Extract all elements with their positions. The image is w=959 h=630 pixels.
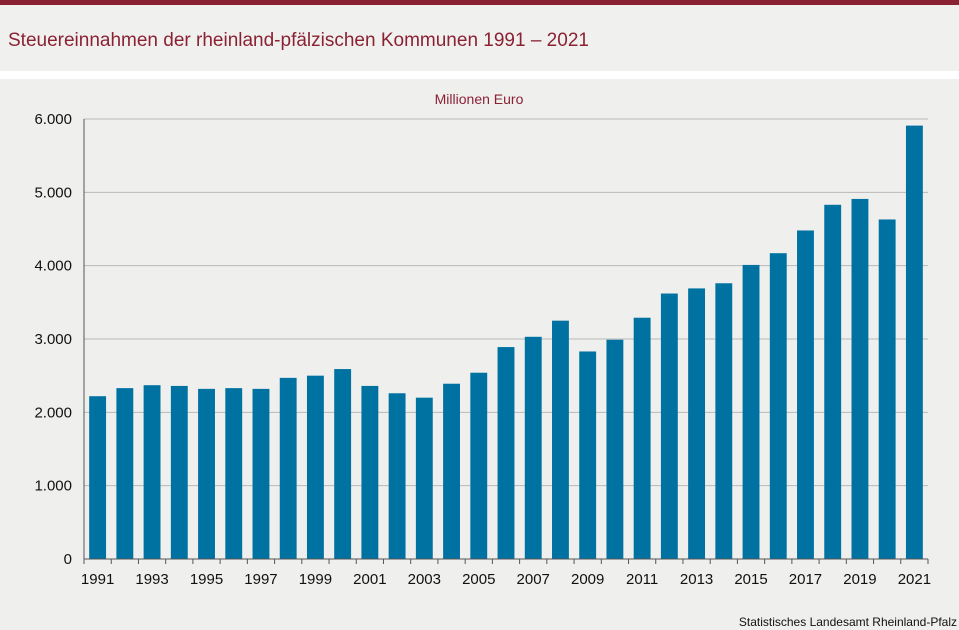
- bar-2007: [524, 336, 542, 559]
- bar-2019: [851, 198, 869, 559]
- x-tick-labels: 1991 1993 1995 1997 1999 2001 2003 2005 2007 2009…: [81, 571, 931, 588]
- bar-2003: [415, 397, 433, 559]
- x-tick-label: 2005: [462, 571, 495, 588]
- x-tick-label: 2019: [843, 571, 876, 588]
- bar-2017: [797, 230, 814, 559]
- bar-2011: [633, 317, 651, 559]
- y-tick-label: 4.000: [34, 258, 72, 275]
- y-tick-label: 2.000: [34, 404, 72, 421]
- bar-2004: [443, 383, 460, 559]
- bar-2020: [878, 219, 896, 559]
- axes: [83, 119, 929, 564]
- bar-1996: [225, 388, 243, 559]
- x-tick-label: 1997: [244, 571, 277, 588]
- bar-1991: [89, 396, 107, 559]
- x-tick-label: 2017: [789, 571, 822, 588]
- x-tick-label: 2013: [680, 571, 713, 588]
- bar-2012: [660, 293, 678, 559]
- y-tick-label: 5.000: [34, 184, 72, 201]
- bar-2016: [769, 253, 787, 559]
- bar-2006: [497, 347, 515, 559]
- bar-2008: [552, 320, 569, 559]
- unit-label: Millionen Euro: [435, 91, 524, 107]
- bar-2021: [905, 125, 923, 559]
- x-tick-label: 1999: [299, 571, 332, 588]
- x-tick-label: 1991: [81, 571, 114, 588]
- y-tick-label: 6.000: [34, 111, 72, 128]
- x-tick-label: 2015: [734, 571, 767, 588]
- bar-2001: [361, 385, 379, 559]
- bar-1992: [116, 388, 134, 559]
- x-tick-label: 1993: [135, 571, 168, 588]
- x-tick-label: 2009: [571, 571, 604, 588]
- bar-1998: [279, 377, 297, 559]
- bar-1997: [252, 388, 270, 559]
- bar-2018: [824, 204, 842, 560]
- y-tick-label: 1.000: [34, 478, 72, 495]
- top-accent-rule: [0, 0, 959, 5]
- y-tick-label: 3.000: [34, 331, 72, 348]
- bar-2010: [606, 339, 624, 559]
- bars: [89, 125, 923, 560]
- x-tick-label: 2003: [408, 571, 441, 588]
- bar-2009: [579, 351, 597, 559]
- bar-2015: [742, 264, 760, 559]
- y-tick-label: 0: [64, 551, 72, 568]
- bar-2005: [470, 372, 488, 559]
- bar-2002: [388, 393, 406, 559]
- bar-1993: [143, 385, 161, 559]
- source-label: Statistisches Landesamt Rheinland-Pfalz: [738, 615, 957, 629]
- bar-1999: [306, 375, 324, 559]
- bar-2000: [334, 369, 352, 559]
- bar-2013: [688, 288, 706, 559]
- bar-1994: [170, 385, 188, 559]
- page-title: Steuereinnahmen der rheinland-pfälzische…: [8, 30, 589, 51]
- header: Steuereinnahmen der rheinland-pfälzische…: [0, 5, 959, 71]
- x-tick-label: 1995: [190, 571, 223, 588]
- bar-2014: [715, 283, 733, 559]
- x-tick-label: 2007: [517, 571, 550, 588]
- x-tick-label: 2011: [626, 571, 658, 588]
- y-tick-labels: 0 1.000 2.000 3.000 4.000 5.000 6.000: [34, 111, 72, 568]
- header-separator: [0, 71, 959, 79]
- x-tick-label: 2001: [353, 571, 386, 588]
- x-tick-label: 2021: [898, 571, 931, 588]
- bar-1995: [198, 388, 215, 559]
